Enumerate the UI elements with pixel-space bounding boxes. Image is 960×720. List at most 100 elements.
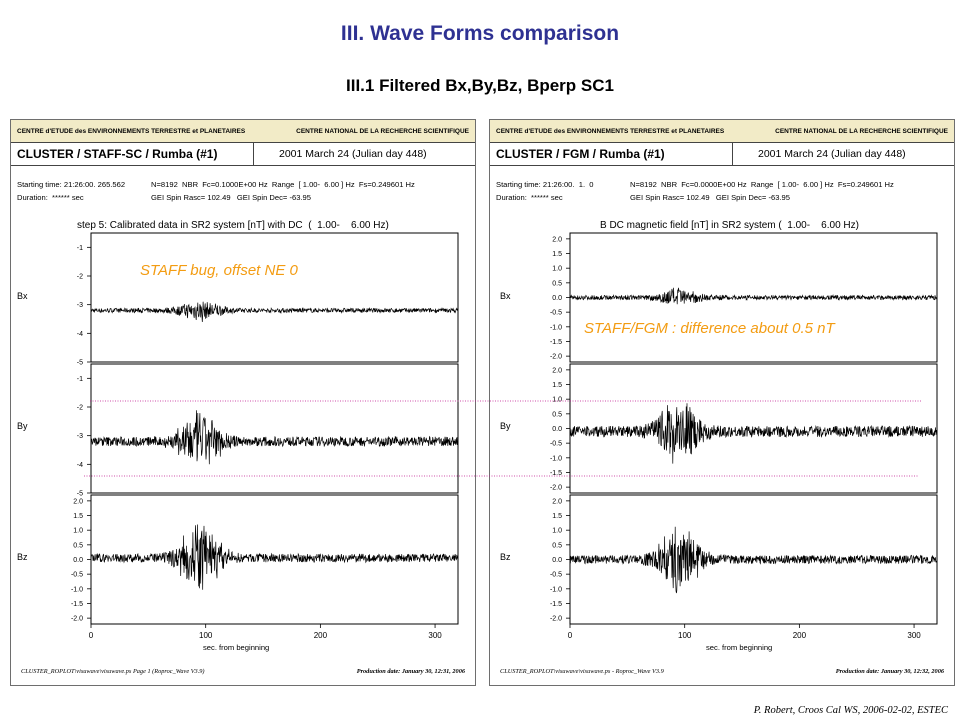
footer-file: CLUSTER_ROPLOT\visuwave\visuwave.ps Page… [21, 668, 205, 675]
info-duration: Duration: ****** sec [496, 193, 563, 202]
x-tick-label: 100 [199, 631, 213, 640]
panel-title: CLUSTER / STAFF-SC / Rumba (#1) [17, 147, 218, 161]
cnrs-name: CENTRE NATIONAL DE LA RECHERCHE SCIENTIF… [775, 128, 948, 135]
y-tick-label: -0.5 [71, 572, 83, 579]
plot-caption: B DC magnetic field [nT] in SR2 system (… [600, 220, 859, 231]
plot-frame-by [90, 363, 459, 494]
plot-caption: step 5: Calibrated data in SR2 system [n… [77, 220, 389, 231]
waveform-bx [569, 287, 938, 305]
x-tick-label: 100 [678, 631, 692, 640]
y-tick-label: 0.5 [552, 411, 562, 418]
footer-production: Production date: January 30, 12:32, 2006 [835, 668, 944, 675]
bz-label: Bz [500, 552, 511, 562]
lab-name: CENTRE d'ETUDE des ENVIRONNEMENTS TERRES… [496, 128, 725, 135]
y-tick-label: -1 [77, 376, 83, 383]
info-params: N=8192 NBR Fc=0.0000E+00 Hz Range [ 1.00… [630, 180, 894, 189]
y-tick-label: -5 [77, 360, 83, 367]
footer-production: Production date: January 30, 12:31, 2006 [356, 668, 465, 675]
y-tick-label: -1 [77, 245, 83, 252]
waveform-bx [90, 301, 459, 323]
y-tick-label: -1.5 [550, 601, 562, 608]
y-tick-label: -4 [77, 331, 83, 338]
waveform-by [90, 410, 459, 465]
y-tick-label: -1.5 [550, 470, 562, 477]
panel-title: CLUSTER / FGM / Rumba (#1) [496, 147, 665, 161]
info-start: Starting time: 21:26:00. 1. 0 [496, 180, 594, 189]
panel-header: CENTRE d'ETUDE des ENVIRONNEMENTS TERRES… [11, 120, 475, 143]
x-tick-label: 200 [793, 631, 807, 640]
y-tick-label: -2.0 [550, 354, 562, 361]
y-tick-label: 1.0 [552, 397, 562, 404]
bx-label: Bx [17, 291, 28, 301]
plot-frame-bx [90, 232, 459, 363]
bx-label: Bx [500, 291, 511, 301]
difference-annotation: STAFF/FGM : difference about 0.5 nT [584, 320, 835, 337]
y-tick-label: 2.0 [552, 236, 562, 243]
y-tick-label: -2.0 [71, 616, 83, 623]
panel-title-row: CLUSTER / STAFF-SC / Rumba (#1) 2001 Mar… [11, 143, 475, 166]
y-tick-label: 1.0 [552, 266, 562, 273]
y-tick-label: 0.0 [73, 557, 83, 564]
y-tick-label: 0.5 [73, 542, 83, 549]
panel-header: CENTRE d'ETUDE des ENVIRONNEMENTS TERRES… [490, 120, 954, 143]
y-tick-label: -4 [77, 462, 83, 469]
y-tick-label: 1.5 [73, 513, 83, 520]
y-tick-label: 2.0 [552, 367, 562, 374]
lab-name: CENTRE d'ETUDE des ENVIRONNEMENTS TERRES… [17, 128, 246, 135]
y-tick-label: -5 [77, 491, 83, 498]
x-tick-label: 0 [568, 631, 573, 640]
panel-date: 2001 March 24 (Julian day 448) [758, 148, 906, 160]
panel-title-row: CLUSTER / FGM / Rumba (#1) 2001 March 24… [490, 143, 954, 166]
y-tick-label: 0.0 [552, 557, 562, 564]
y-tick-label: 1.0 [73, 528, 83, 535]
y-tick-label: -2.0 [550, 485, 562, 492]
y-tick-label: 2.0 [73, 498, 83, 505]
y-tick-label: 0.0 [552, 426, 562, 433]
y-tick-label: -1.0 [550, 586, 562, 593]
waveform-bz [569, 526, 938, 594]
slide-subtitle: III.1 Filtered Bx,By,Bz, Bperp SC1 [346, 76, 614, 95]
y-tick-label: -1.5 [71, 601, 83, 608]
x-tick-label: 300 [907, 631, 921, 640]
staff-offset-annotation: STAFF bug, offset NE 0 [140, 262, 298, 279]
y-tick-label: -3 [77, 433, 83, 440]
fgm-plot-panel: CENTRE d'ETUDE des ENVIRONNEMENTS TERRES… [489, 119, 955, 686]
x-tick-label: 300 [428, 631, 442, 640]
y-tick-label: -0.5 [550, 310, 562, 317]
y-tick-label: 1.5 [552, 382, 562, 389]
slide-title: III. Wave Forms comparison [340, 22, 620, 45]
panel-date: 2001 March 24 (Julian day 448) [279, 148, 427, 160]
staff-waveform-plot: -1-2-3-4-5-1-2-3-4-52.01.51.00.50.0-0.5-… [71, 232, 459, 640]
y-tick-label: 1.5 [552, 251, 562, 258]
bz-label: Bz [17, 552, 28, 562]
info-spin: GEI Spin Rasc= 102.49 GEI Spin Dec= -63.… [630, 193, 790, 202]
y-tick-label: 0.5 [552, 280, 562, 287]
y-tick-label: -1.0 [550, 324, 562, 331]
slide-credit: P. Robert, Croos Cal WS, 2006-02-02, EST… [753, 705, 948, 716]
x-tick-label: 0 [89, 631, 94, 640]
footer-file: CLUSTER_ROPLOT\visuwave\visuwave.ps - Ro… [500, 668, 664, 675]
info-spin: GEI Spin Rasc= 102.49 GEI Spin Dec= -63.… [151, 193, 311, 202]
y-tick-label: -0.5 [550, 441, 562, 448]
y-tick-label: 2.0 [552, 498, 562, 505]
y-tick-label: -2 [77, 274, 83, 281]
info-params: N=8192 NBR Fc=0.1000E+00 Hz Range [ 1.00… [151, 180, 415, 189]
y-tick-label: 0.5 [552, 542, 562, 549]
cnrs-name: CENTRE NATIONAL DE LA RECHERCHE SCIENTIF… [296, 128, 469, 135]
y-tick-label: -1.5 [550, 339, 562, 346]
by-label: By [17, 421, 28, 431]
y-tick-label: 1.5 [552, 513, 562, 520]
waveform-by [569, 403, 938, 464]
info-start: Starting time: 21:26:00. 265.562 [17, 180, 126, 189]
y-tick-label: 0.0 [552, 295, 562, 302]
y-tick-label: -1.0 [71, 586, 83, 593]
x-axis-label: sec. from beginning [203, 643, 270, 652]
y-tick-label: -2 [77, 405, 83, 412]
staff-plot-panel: CENTRE d'ETUDE des ENVIRONNEMENTS TERRES… [10, 119, 476, 686]
y-tick-label: -1.0 [550, 455, 562, 462]
y-tick-label: -3 [77, 302, 83, 309]
info-duration: Duration: ****** sec [17, 193, 84, 202]
y-tick-label: -2.0 [550, 616, 562, 623]
x-tick-label: 200 [314, 631, 328, 640]
fgm-waveform-plot: 2.0 1.5 1.0 0.5 0.0 -0.5 -1.0 -1.5 -2.0 2.0 1.5 1.0… [550, 232, 938, 640]
